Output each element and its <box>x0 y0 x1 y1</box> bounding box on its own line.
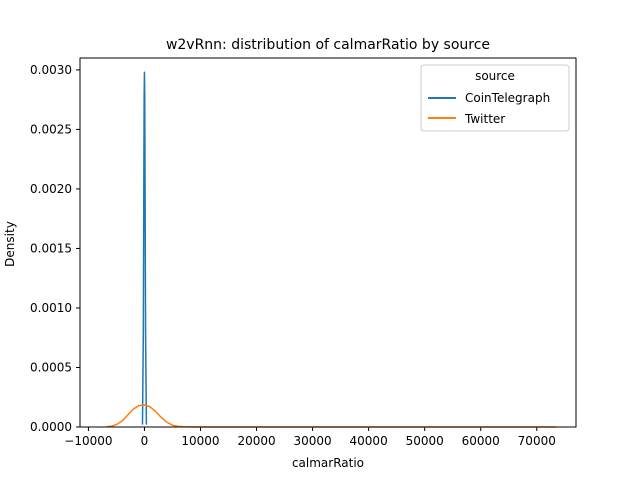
x-tick-label: 60000 <box>462 434 500 448</box>
y-axis: 0.0000 0.0005 0.0010 0.0015 0.0020 0.0025 0.00… <box>30 63 80 434</box>
y-tick-label: 0.0005 <box>30 360 72 374</box>
y-tick-label: 0.0000 <box>30 420 72 434</box>
legend-label-cointelegraph: CoinTelegraph <box>465 91 550 105</box>
legend-title: source <box>475 69 515 83</box>
x-tick-label: 10000 <box>181 434 219 448</box>
legend-frame <box>420 64 570 132</box>
x-tick-label: 30000 <box>293 434 331 448</box>
y-tick-label: 0.0030 <box>30 63 72 77</box>
x-tick-label: 20000 <box>237 434 275 448</box>
chart-title: w2vRnn: distribution of calmarRatio by s… <box>166 37 490 53</box>
legend-label-twitter: Twitter <box>464 112 505 126</box>
x-axis: −10000 0 10000 20000 30000 40000 50000 60000 700… <box>64 427 556 448</box>
y-tick-label: 0.0015 <box>30 241 72 255</box>
y-tick-label: 0.0025 <box>30 122 72 136</box>
x-axis-label: calmarRatio <box>292 456 364 470</box>
x-tick-label: 70000 <box>518 434 556 448</box>
x-tick-label: −10000 <box>64 434 112 448</box>
y-tick-label: 0.0010 <box>30 301 72 315</box>
y-tick-label: 0.0020 <box>30 182 72 196</box>
series-layer <box>79 57 577 428</box>
y-axis-label: Density <box>3 221 17 267</box>
x-tick-label: 50000 <box>406 434 444 448</box>
legend: source CoinTelegraph Twitter <box>420 64 570 132</box>
x-tick-label: 40000 <box>350 434 388 448</box>
plot-frame <box>79 57 577 428</box>
x-tick-label: 0 <box>141 434 149 448</box>
series-line-cointelegraph <box>141 71 148 425</box>
